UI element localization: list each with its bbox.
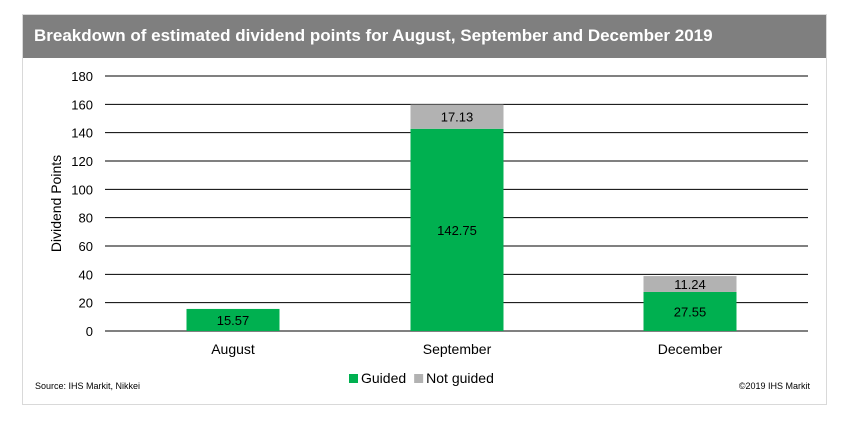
x-tick-label: August xyxy=(211,341,255,357)
y-tick-label: 80 xyxy=(79,211,93,226)
data-label: 142.75 xyxy=(437,223,477,238)
chart-canvas: 0 20 40 60 80 100 120 140 160 180 Dividend Points 1… xyxy=(48,69,808,386)
copyright-note: ©2019 IHS Markit xyxy=(738,381,810,391)
bar-not-guided-december xyxy=(643,276,737,292)
y-axis-title: Dividend Points xyxy=(48,155,64,252)
y-tick-label: 40 xyxy=(79,267,93,282)
y-tick-label: 120 xyxy=(71,154,93,169)
x-tick-label: December xyxy=(658,341,723,357)
data-label: 11.24 xyxy=(674,277,706,292)
y-tick-label: 160 xyxy=(71,97,93,112)
y-tick-label: 140 xyxy=(71,126,93,141)
y-tick-label: 60 xyxy=(79,239,93,254)
y-tick-label: 100 xyxy=(71,182,93,197)
chart-frame: Breakdown of estimated dividend points f… xyxy=(22,14,827,405)
y-tick-label: 0 xyxy=(86,324,93,339)
y-tick-label: 180 xyxy=(71,69,93,84)
y-tick-label: 20 xyxy=(79,296,93,311)
chart-title: Breakdown of estimated dividend points f… xyxy=(34,26,713,45)
legend-label: Not guided xyxy=(426,370,494,386)
bar-guided-december xyxy=(643,291,737,331)
x-tick-label: September xyxy=(423,341,492,357)
title-bar: Breakdown of estimated dividend points f… xyxy=(23,15,826,58)
bar-not-guided-september xyxy=(410,104,504,129)
bar-guided-august xyxy=(186,308,280,331)
bar-guided-september xyxy=(410,128,504,331)
legend-label: Guided xyxy=(361,370,406,386)
data-label: 15.57 xyxy=(217,313,250,328)
data-label: 27.55 xyxy=(674,304,707,319)
legend-swatch-1 xyxy=(414,374,424,383)
data-label: 17.13 xyxy=(441,110,474,125)
source-note: Source: IHS Markit, Nikkei xyxy=(35,381,141,391)
legend-swatch-0 xyxy=(349,374,358,383)
